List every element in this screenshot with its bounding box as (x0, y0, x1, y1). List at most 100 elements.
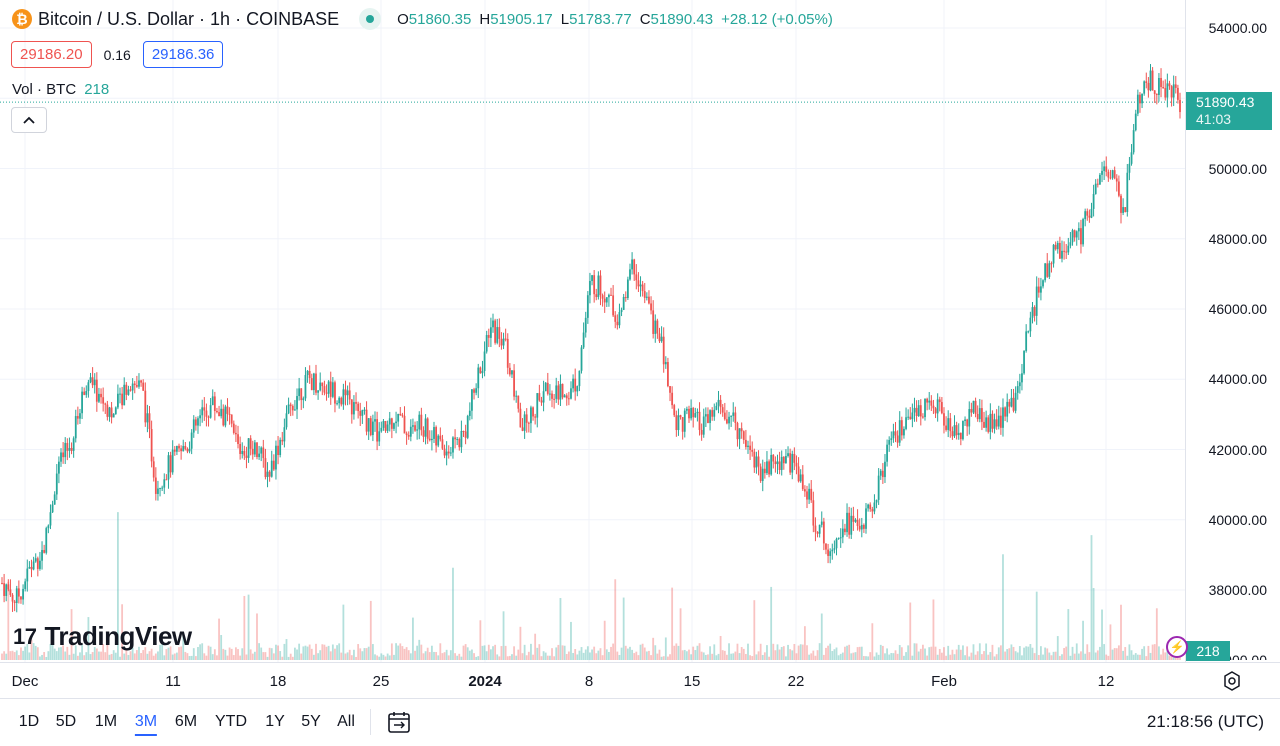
volume-bar (555, 647, 558, 660)
volume-bar (715, 655, 718, 660)
candle-body (540, 400, 543, 403)
volume-legend[interactable]: Vol · BTC 218 (12, 81, 109, 98)
volume-bar (83, 655, 86, 660)
time-tick-label: 8 (584, 673, 594, 690)
volume-bar (197, 647, 199, 660)
volume-bar (928, 647, 931, 660)
candle-body (915, 407, 918, 416)
volume-bar (338, 643, 341, 660)
lightning-icon[interactable]: ⚡ (1166, 636, 1188, 658)
settings-icon[interactable] (1222, 671, 1242, 691)
range-button-all[interactable]: All (337, 713, 355, 730)
candle-body (603, 298, 606, 303)
low-label: L (560, 10, 570, 28)
symbol-title[interactable]: Bitcoin / U.S. Dollar · 1h · COINBASE (38, 8, 340, 29)
candle-body (650, 303, 652, 311)
volume-bar (549, 655, 551, 660)
bottom-toolbar: 21:18:56 (UTC) 1D 5D 1M 3M 6M YTD 1Y 5Y All (0, 698, 1280, 746)
candle-body (563, 395, 566, 398)
volume-bar (669, 654, 671, 660)
volume-bar (595, 653, 598, 660)
volume-bar (835, 647, 838, 660)
candle-body (251, 448, 254, 455)
volume-bar (157, 651, 159, 660)
candle-body (896, 435, 899, 443)
volume-bar (226, 655, 229, 660)
candle-body (610, 294, 612, 296)
range-button-3m[interactable]: 3M (134, 713, 158, 736)
candle-body (808, 488, 811, 500)
volume-bar (169, 646, 172, 660)
candlestick-chart[interactable] (0, 0, 1185, 662)
volume-bar (635, 651, 638, 660)
price-axis[interactable]: 54000.00 50000.00 48000.00 46000.00 44000.00… (1185, 0, 1280, 662)
volume-bar (154, 653, 157, 660)
candle-body (317, 390, 320, 393)
volume-bar (1103, 644, 1106, 660)
candle-body (711, 410, 714, 417)
candle-body (728, 416, 730, 424)
candle-body (776, 461, 779, 465)
date-range-icon[interactable] (386, 709, 412, 735)
volume-bar (222, 648, 225, 660)
volume-bar (673, 645, 676, 660)
candle-body (974, 400, 977, 414)
volume-bar (846, 645, 848, 660)
range-button-1y[interactable]: 1Y (265, 713, 285, 730)
candle-body (559, 383, 562, 400)
candle-body (102, 397, 105, 404)
volume-bar (854, 652, 857, 660)
volume-bar (207, 645, 210, 660)
candle-body (279, 439, 282, 455)
candle-body (272, 460, 275, 470)
range-button-1m[interactable]: 1M (94, 713, 118, 730)
volume-bar (1155, 608, 1158, 660)
volume-bar (346, 652, 349, 660)
candle-body (517, 395, 520, 409)
collapse-legend-button[interactable] (11, 107, 47, 133)
candle-body (721, 407, 724, 413)
sell-button[interactable]: 29186.20 (11, 41, 92, 68)
candle-body (1065, 251, 1068, 253)
candle-body (435, 427, 438, 446)
candle-body (1103, 166, 1106, 171)
candle-body (380, 427, 383, 432)
volume-bar (304, 645, 307, 660)
utc-clock[interactable]: 21:18:56 (UTC) (1146, 712, 1264, 731)
candle-body (1058, 242, 1061, 259)
volume-bar (997, 647, 1000, 660)
range-button-6m[interactable]: 6M (174, 713, 198, 730)
chart-area[interactable] (0, 0, 1185, 662)
tradingview-watermark[interactable]: 17 TradingView (13, 621, 192, 652)
market-status-icon[interactable] (359, 8, 382, 30)
range-button-5d[interactable]: 5D (55, 713, 77, 730)
volume-bar (787, 644, 789, 660)
time-axis[interactable]: Dec 11 18 25 2024 8 15 22 Feb 12 (0, 662, 1280, 699)
candle-body (85, 391, 88, 395)
range-button-ytd[interactable]: YTD (215, 713, 247, 730)
candle-body (730, 415, 733, 417)
candle-body (504, 338, 507, 340)
range-button-5y[interactable]: 5Y (301, 713, 321, 730)
candle-body (884, 461, 886, 478)
volume-bar (407, 650, 410, 660)
candle-body (321, 382, 324, 387)
volume-bar (622, 597, 625, 660)
candle-body (452, 437, 454, 453)
price-tick-label: 54000.00 (1208, 20, 1267, 36)
volume-bar (74, 645, 77, 660)
buy-button[interactable]: 29186.36 (142, 41, 224, 68)
time-tick-label: Feb (931, 673, 957, 690)
candle-body (205, 410, 208, 417)
candle-body (235, 432, 237, 435)
range-button-1d[interactable]: 1D (18, 713, 40, 730)
volume-bar (79, 652, 81, 660)
volume-bar (698, 643, 701, 660)
candle-body (713, 409, 716, 417)
candle-body (1073, 230, 1076, 238)
candle-body (635, 274, 638, 281)
candle-body (631, 259, 633, 270)
candle-body (551, 393, 553, 399)
volume-bar (239, 655, 242, 660)
candle-body (1151, 70, 1154, 91)
